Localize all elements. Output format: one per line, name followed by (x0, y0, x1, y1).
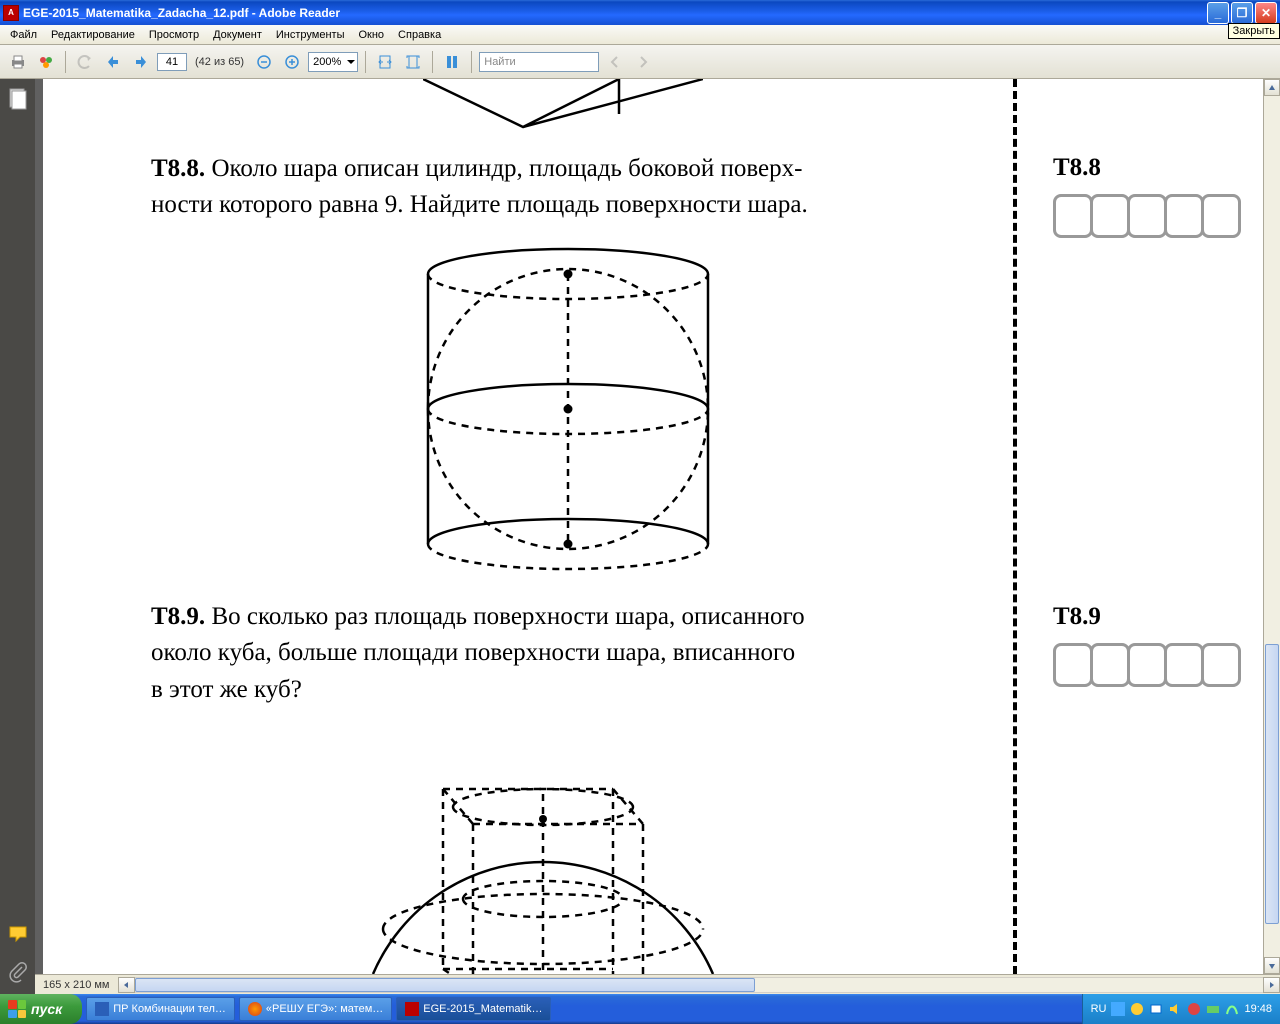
menu-tools[interactable]: Инструменты (270, 28, 351, 42)
taskbar-item-3-label: EGE-2015_Matematik… (423, 1003, 542, 1015)
menu-window[interactable]: Окно (352, 28, 390, 42)
attachments-panel-icon[interactable] (8, 960, 28, 984)
diagram-top-fragment (423, 79, 703, 129)
menu-edit[interactable]: Редактирование (45, 28, 141, 42)
page-number-input[interactable] (157, 53, 187, 71)
tray-icon-1[interactable] (1111, 1002, 1125, 1016)
close-button[interactable]: ✕ (1255, 2, 1277, 24)
main-area: Т8.8. Около шара описан цилиндр, площадь… (0, 79, 1280, 994)
page-dimensions: 165 x 210 мм (35, 979, 118, 991)
menu-help[interactable]: Справка (392, 28, 447, 42)
tray-icon-6[interactable] (1206, 1002, 1220, 1016)
word-icon (95, 1002, 109, 1016)
hscroll-track[interactable] (135, 977, 1264, 993)
zoom-out-button[interactable] (252, 50, 276, 74)
diagram-cylinder-sphere (413, 234, 723, 584)
pdf-icon (405, 1002, 419, 1016)
tray-icon-2[interactable] (1130, 1002, 1144, 1016)
firefox-icon (248, 1002, 262, 1016)
window-title: EGE-2015_Matematika_Zadacha_12.pdf - Ado… (23, 6, 1207, 20)
windows-logo-icon (8, 1000, 26, 1018)
find-next-button[interactable] (631, 50, 655, 74)
nav-panel (0, 79, 35, 994)
problem-t89-line3: в этот же куб? (151, 676, 302, 703)
hscroll-thumb[interactable] (135, 978, 756, 992)
hscroll-left-button[interactable] (118, 977, 135, 993)
problem-t89-label: Т8.9. (151, 603, 205, 630)
tray-icon-5[interactable] (1187, 1002, 1201, 1016)
prev-page-button[interactable] (101, 50, 125, 74)
scroll-up-button[interactable] (1264, 79, 1280, 96)
taskbar-item-2[interactable]: «РЕШУ ЕГЭ»: матем… (239, 997, 392, 1021)
scroll-down-button[interactable] (1264, 957, 1280, 974)
find-placeholder: Найти (484, 56, 515, 68)
problem-t89-text: Т8.9. Во сколько раз площадь поверхности… (151, 599, 971, 708)
tray-clock[interactable]: 19:48 (1244, 1003, 1272, 1015)
page-total-label: (42 из 65) (195, 56, 244, 68)
taskbar-item-3[interactable]: EGE-2015_Matematik… (396, 997, 551, 1021)
next-page-button[interactable] (129, 50, 153, 74)
problem-t88-line1: Около шара описан цилиндр, площадь боков… (211, 155, 802, 182)
taskbar-item-2-label: «РЕШУ ЕГЭ»: матем… (266, 1003, 383, 1015)
problem-t89-line1: Во сколько раз площадь поверхности шара,… (211, 603, 804, 630)
toolbar: (42 из 65) 200% Найти (0, 45, 1280, 79)
zoom-in-button[interactable] (280, 50, 304, 74)
problem-t89-line2: около куба, больше площади поверхности ш… (151, 639, 795, 666)
find-prev-button[interactable] (603, 50, 627, 74)
fit-page-button[interactable] (401, 50, 425, 74)
minimize-button[interactable]: _ (1207, 2, 1229, 24)
answer-boxes-t88 (1053, 194, 1241, 238)
print-button[interactable] (6, 50, 30, 74)
tray-volume-icon[interactable] (1168, 1002, 1182, 1016)
title-bar: A EGE-2015_Matematika_Zadacha_12.pdf - A… (0, 0, 1280, 25)
tray-icon-3[interactable] (1149, 1002, 1163, 1016)
menu-file[interactable]: Файл (4, 28, 43, 42)
status-bar: 165 x 210 мм (35, 974, 1280, 994)
page-divider (1013, 79, 1017, 974)
zoom-value: 200% (313, 56, 341, 68)
answer-boxes-t89 (1053, 643, 1241, 687)
document-viewport: Т8.8. Около шара описан цилиндр, площадь… (35, 79, 1280, 994)
problem-t88-line2: ности которого равна 9. Найдите площадь … (151, 191, 808, 218)
prev-view-button[interactable] (73, 50, 97, 74)
taskbar-item-1[interactable]: ПР Комбинации тел… (86, 997, 235, 1021)
comments-panel-icon[interactable] (8, 922, 28, 946)
vertical-scrollbar[interactable] (1263, 79, 1280, 974)
fit-width-button[interactable] (373, 50, 397, 74)
start-label: пуск (31, 1001, 62, 1017)
scroll-thumb[interactable] (1265, 644, 1279, 924)
tray-icon-7[interactable] (1225, 1002, 1239, 1016)
taskbar-item-1-label: ПР Комбинации тел… (113, 1003, 226, 1015)
restore-button[interactable]: ❐ (1231, 2, 1253, 24)
document-page: Т8.8. Около шара описан цилиндр, площадь… (43, 79, 1280, 974)
side-label-t89: Т8.9 (1053, 603, 1101, 631)
diagram-sphere-cube (343, 729, 743, 989)
pages-panel-icon[interactable] (8, 87, 28, 111)
menu-view[interactable]: Просмотр (143, 28, 205, 42)
scroll-track[interactable] (1264, 96, 1280, 957)
start-button[interactable]: пуск (0, 994, 82, 1024)
zoom-dropdown[interactable]: 200% (308, 52, 358, 72)
problem-t88-text: Т8.8. Около шара описан цилиндр, площадь… (151, 151, 971, 224)
collab-button[interactable] (34, 50, 58, 74)
taskbar: пуск ПР Комбинации тел… «РЕШУ ЕГЭ»: мате… (0, 994, 1280, 1024)
system-tray: RU 19:48 (1082, 994, 1280, 1024)
close-tooltip: Закрыть (1228, 23, 1280, 39)
hscroll-right-button[interactable] (1263, 977, 1280, 993)
single-page-button[interactable] (440, 50, 464, 74)
find-input[interactable]: Найти (479, 52, 599, 72)
problem-t88-label: Т8.8. (151, 155, 205, 182)
tray-lang[interactable]: RU (1091, 1003, 1107, 1015)
pdf-icon: A (3, 5, 19, 21)
menu-doc[interactable]: Документ (207, 28, 268, 42)
side-label-t88: Т8.8 (1053, 154, 1101, 182)
menu-bar: Файл Редактирование Просмотр Документ Ин… (0, 25, 1280, 45)
